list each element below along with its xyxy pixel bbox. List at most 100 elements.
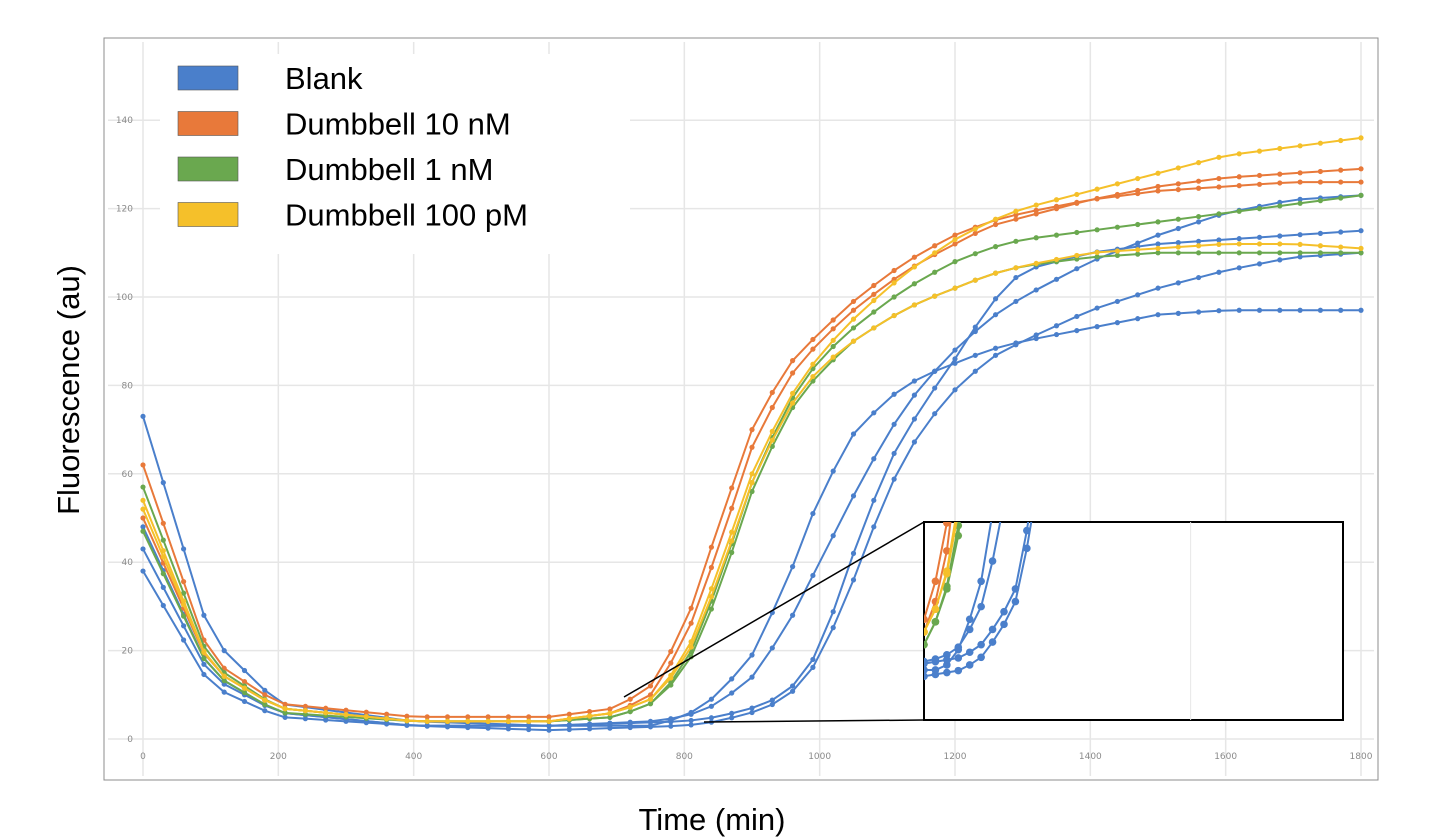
data-point: [1277, 203, 1283, 209]
data-point: [830, 468, 836, 474]
data-point: [607, 725, 613, 731]
data-point: [850, 550, 857, 556]
data-point: [688, 605, 694, 611]
data-point: [688, 722, 694, 728]
data-point: [972, 324, 978, 330]
data-point: [1297, 241, 1303, 248]
data-point: [952, 356, 958, 362]
data-point: [181, 613, 187, 619]
data-point: [587, 713, 593, 719]
data-point: [1135, 247, 1141, 253]
x-tick-label: 1200: [944, 752, 967, 762]
inset-data-point: [924, 615, 928, 624]
data-point: [1358, 135, 1364, 141]
data-point: [708, 703, 715, 709]
data-point: [1358, 179, 1364, 185]
data-point: [262, 708, 268, 714]
data-point: [810, 664, 816, 670]
data-point: [1256, 241, 1263, 247]
data-point: [749, 674, 755, 680]
data-point: [1338, 307, 1344, 313]
data-point: [221, 673, 227, 679]
x-tick-label: 0: [140, 752, 146, 762]
y-tick-label: 100: [116, 293, 133, 303]
data-point: [1074, 327, 1080, 334]
data-point: [1175, 280, 1181, 286]
data-point: [891, 421, 897, 427]
data-point: [1216, 308, 1222, 314]
data-point: [729, 529, 735, 535]
data-point: [993, 216, 999, 222]
data-point: [871, 497, 877, 503]
data-point: [1358, 307, 1364, 313]
data-point: [891, 312, 897, 319]
data-point: [627, 720, 633, 726]
data-point: [1277, 307, 1283, 313]
data-point: [1074, 200, 1080, 206]
data-point: [932, 269, 938, 275]
data-point: [647, 696, 654, 702]
data-point: [1013, 216, 1019, 222]
data-point: [140, 484, 146, 490]
data-point: [647, 692, 654, 698]
data-point: [607, 721, 613, 727]
data-point: [201, 661, 207, 667]
data-point: [1317, 307, 1323, 313]
data-point: [1053, 197, 1060, 203]
data-point: [1358, 228, 1364, 234]
data-point: [891, 450, 897, 457]
data-point: [221, 648, 227, 654]
data-point: [708, 715, 715, 721]
inset-data-point: [943, 668, 951, 677]
inset-series: [924, 7, 1192, 720]
data-point: [241, 685, 248, 691]
data-point: [323, 710, 329, 716]
data-point: [1175, 181, 1181, 187]
data-point: [566, 716, 572, 722]
data-point: [688, 709, 694, 716]
data-point: [221, 689, 227, 695]
data-point: [993, 296, 999, 302]
data-point: [546, 718, 552, 724]
data-point: [1175, 216, 1181, 222]
inset-data-point: [954, 654, 963, 662]
data-point: [1196, 238, 1202, 244]
data-point: [729, 505, 735, 511]
data-point: [1114, 298, 1120, 305]
data-point: [708, 594, 715, 600]
x-tick-label: 1600: [1214, 752, 1237, 762]
data-point: [891, 267, 897, 274]
data-point: [790, 358, 796, 364]
data-point: [830, 343, 836, 350]
data-point: [850, 338, 857, 344]
data-point: [790, 400, 796, 406]
data-point: [465, 714, 471, 720]
data-point: [932, 250, 938, 256]
data-point: [972, 352, 978, 358]
data-point: [1317, 243, 1323, 249]
data-point: [972, 251, 978, 257]
data-point: [810, 361, 816, 367]
data-point: [729, 715, 735, 721]
data-point: [932, 243, 938, 249]
inset-data-point: [1034, 7, 1042, 15]
inset-data-point: [954, 666, 963, 675]
data-point: [1155, 285, 1161, 291]
data-point: [505, 726, 511, 732]
data-point: [790, 612, 796, 618]
data-point: [871, 282, 877, 289]
data-point: [181, 546, 187, 552]
data-point: [1196, 185, 1202, 191]
data-point: [1216, 241, 1222, 248]
data-point: [871, 291, 877, 297]
data-point: [850, 316, 857, 322]
inset-data-point: [965, 648, 974, 657]
inset-data-point: [988, 625, 997, 634]
data-point: [1196, 250, 1202, 256]
data-point: [790, 370, 796, 376]
data-point: [993, 352, 999, 358]
data-point: [1094, 227, 1100, 233]
data-point: [1338, 250, 1344, 256]
data-point: [465, 718, 471, 724]
y-tick-label: 140: [116, 116, 133, 126]
